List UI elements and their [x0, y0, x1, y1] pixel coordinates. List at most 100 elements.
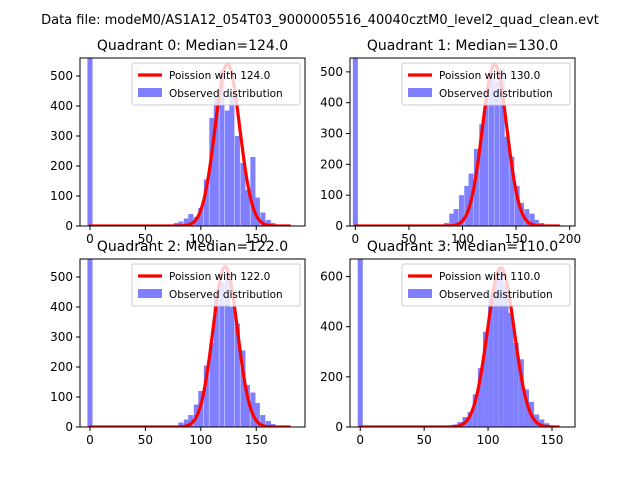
legend: Poission with 110.0 Observed distribution: [401, 263, 571, 307]
histogram-bar: [539, 419, 545, 427]
histogram-bar: [188, 415, 194, 427]
legend: Poission with 124.0 Observed distribution: [131, 62, 301, 106]
legend-observed-label: Observed distribution: [169, 289, 283, 301]
x-tick-label: 0: [352, 232, 360, 246]
histogram-bar: [183, 419, 189, 427]
y-tick-label: 100: [50, 189, 73, 203]
y-tick-label: 200: [50, 159, 73, 173]
histogram-bar: [213, 97, 219, 226]
poisson-curve: [88, 264, 292, 427]
legend: Poission with 130.0 Observed distribution: [401, 62, 571, 106]
legend-poisson-label: Poission with 122.0: [169, 271, 270, 283]
histogram-bar: [352, 58, 358, 226]
chart-title: Quadrant 2: Median=122.0: [97, 239, 288, 255]
legend-observed-label: Observed distribution: [169, 88, 283, 100]
y-tick-label: 200: [320, 157, 343, 171]
histogram-bar: [483, 88, 489, 226]
histogram-bar: [178, 221, 184, 226]
histogram-bar: [209, 343, 215, 427]
histogram-bar: [472, 394, 478, 427]
histogram-bar: [188, 214, 194, 226]
legend-box: [401, 62, 571, 106]
histogram-bar: [498, 270, 504, 427]
legend-observed-label: Observed distribution: [439, 289, 553, 301]
histogram-bar: [250, 392, 256, 427]
quadrant-1-chart: 0 50 100 150 200 0 100 200 300 400 500 Quadrant 1: …: [320, 38, 581, 246]
histogram-bar: [203, 179, 209, 226]
chart-title: Quadrant 3: Median=110.0: [367, 239, 558, 255]
histogram-bar: [467, 411, 473, 427]
quadrant-0-chart: 0 50 100 150 0 100 200 300 400 500 Quadrant 0: Med…: [50, 38, 306, 246]
histogram-bar: [244, 190, 250, 226]
x-tick-label: 100: [477, 433, 500, 447]
poisson-curve: [353, 62, 561, 226]
histogram-bar: [260, 415, 266, 427]
y-tick-label: 600: [320, 270, 343, 284]
x-tick-label: 100: [451, 232, 474, 246]
y-tick-label: 400: [320, 320, 343, 334]
histogram-bar: [529, 213, 535, 226]
legend: Poission with 122.0 Observed distribution: [131, 263, 301, 307]
histogram-bar: [260, 212, 266, 226]
plot-area: [87, 259, 292, 427]
x-tick-label: 150: [245, 232, 268, 246]
poisson-curve: [88, 62, 292, 226]
histogram-bar: [213, 295, 219, 427]
legend-poisson-label: Poission with 124.0: [169, 70, 270, 82]
histogram-bar: [458, 195, 464, 226]
legend-observed-label: Observed distribution: [439, 88, 553, 100]
histogram-bar: [183, 218, 189, 226]
histogram-bar: [198, 208, 204, 226]
legend-observed-swatch: [138, 88, 162, 97]
figure-suptitle: Data file: modeM0/AS1A12_054T03_90000055…: [41, 13, 599, 28]
y-tick-label: 200: [320, 370, 343, 384]
chart-title: Quadrant 1: Median=130.0: [367, 38, 558, 54]
histogram-bar: [508, 312, 514, 427]
legend-box: [131, 263, 301, 307]
y-tick-label: 200: [50, 360, 73, 374]
histogram-bar: [357, 259, 363, 427]
histogram-bar: [453, 209, 459, 226]
y-tick-label: 500: [50, 270, 73, 284]
x-tick-label: 0: [86, 433, 94, 447]
y-tick-label: 400: [50, 300, 73, 314]
y-tick-label: 400: [320, 96, 343, 110]
histogram-bar: [240, 163, 246, 226]
histogram-bar: [464, 185, 470, 226]
histogram-bar: [473, 148, 479, 226]
histogram-bar: [87, 58, 93, 226]
y-tick-label: 300: [320, 127, 343, 141]
histogram-bar: [240, 350, 246, 427]
y-tick-label: 0: [335, 219, 343, 233]
histogram-bar: [503, 136, 509, 226]
quadrant-2-chart: 0 50 100 150 0 100 200 300 400 500 Quadrant 2: Med…: [50, 239, 306, 447]
histogram-bar: [244, 385, 250, 427]
histogram-bar: [224, 274, 230, 427]
histogram-bar: [503, 284, 509, 427]
histogram-bar: [488, 292, 494, 427]
histogram-bar: [518, 359, 524, 427]
chart-title: Quadrant 0: Median=124.0: [97, 38, 288, 54]
axes-frame: [349, 258, 576, 428]
histogram-bar: [234, 323, 240, 427]
histogram-bar: [250, 157, 256, 226]
y-tick-label: 0: [65, 219, 73, 233]
histogram-bar: [523, 389, 529, 427]
plot-area: [357, 259, 560, 427]
x-tick-label: 50: [417, 433, 432, 447]
y-tick-label: 400: [50, 99, 73, 113]
histogram-bar: [265, 220, 271, 226]
x-tick-label: 150: [541, 433, 564, 447]
histogram-bar: [514, 185, 520, 226]
y-tick-label: 300: [50, 129, 73, 143]
histogram-bar: [488, 78, 494, 226]
legend-box: [401, 263, 571, 307]
legend-poisson-label: Poission with 130.0: [439, 70, 540, 82]
legend-observed-swatch: [138, 289, 162, 298]
histogram-bar: [254, 197, 260, 226]
histogram-bar: [509, 156, 515, 226]
poisson-curve: [358, 266, 560, 427]
histogram-bar: [219, 283, 225, 427]
x-tick-label: 50: [138, 433, 153, 447]
histogram-bar: [234, 136, 240, 226]
